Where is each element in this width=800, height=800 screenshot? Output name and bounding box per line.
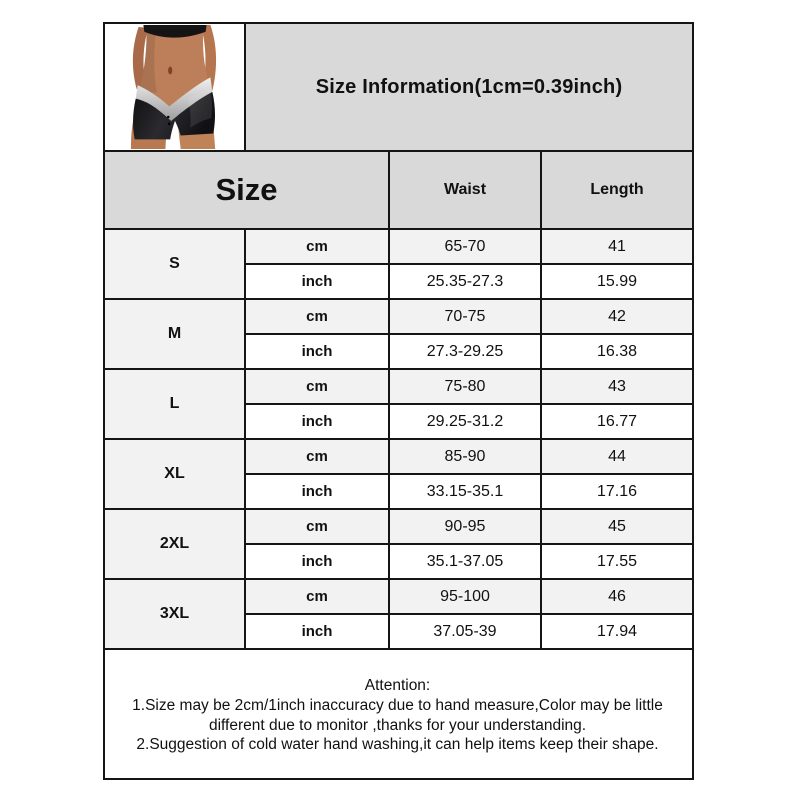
- length-value: 17.94: [539, 613, 695, 650]
- waist-value: 33.15-35.1: [388, 473, 542, 510]
- table-row: inch 27.3-29.25 16.38: [104, 333, 695, 370]
- table-row: 3XL cm 95-100 46: [103, 578, 695, 650]
- size-table: Size Information(1cm=0.39inch) Size Wais…: [102, 22, 695, 780]
- unit-label: inch: [244, 263, 390, 300]
- unit-label: inch: [244, 403, 390, 440]
- length-value: 41: [539, 228, 695, 265]
- unit-label: cm: [244, 508, 390, 545]
- attention-row: Attention: 1.Size may be 2cm/1inch inacc…: [102, 648, 695, 780]
- column-header-size: Size: [103, 150, 390, 230]
- unit-label: cm: [244, 578, 390, 615]
- waist-value: 85-90: [388, 438, 542, 475]
- waist-value: 90-95: [388, 508, 542, 545]
- waist-value: 25.35-27.3: [388, 263, 542, 300]
- table-row: S cm 65-70 41: [103, 228, 695, 300]
- table-row: inch 29.25-31.2 16.77: [104, 403, 695, 440]
- size-label: S: [103, 228, 246, 300]
- length-value: 16.77: [539, 403, 695, 440]
- table-row: XL cm 85-90 44: [103, 438, 695, 510]
- unit-label: cm: [244, 228, 390, 265]
- table-row: M cm 70-75 42: [103, 298, 695, 370]
- attention-box: Attention: 1.Size may be 2cm/1inch inacc…: [102, 648, 695, 780]
- attention-note-1: 1.Size may be 2cm/1inch inaccuracy due t…: [132, 696, 663, 734]
- header-row: Size Information(1cm=0.39inch): [103, 22, 695, 152]
- attention-note-2: 2.Suggestion of cold water hand washing,…: [136, 736, 659, 754]
- unit-label: cm: [244, 438, 390, 475]
- length-value: 17.55: [539, 543, 695, 580]
- length-value: 42: [539, 298, 695, 335]
- size-label: 3XL: [103, 578, 246, 650]
- length-value: 15.99: [539, 263, 695, 300]
- column-header-length: Length: [539, 150, 695, 230]
- unit-label: cm: [244, 298, 390, 335]
- table-row: inch 33.15-35.1 17.16: [104, 473, 695, 510]
- attention-heading: Attention:: [364, 677, 431, 695]
- table-row: L cm 75-80 43: [103, 368, 695, 440]
- page-title: Size Information(1cm=0.39inch): [243, 22, 695, 152]
- size-label: XL: [103, 438, 246, 510]
- unit-label: inch: [244, 333, 390, 370]
- size-chart-sheet: Size Information(1cm=0.39inch) Size Wais…: [102, 22, 695, 780]
- product-image-cell: [103, 22, 246, 152]
- size-label: 2XL: [103, 508, 246, 580]
- table-row: 2XL cm 90-95 45: [103, 508, 695, 580]
- unit-label: inch: [244, 543, 390, 580]
- table-row: inch 35.1-37.05 17.55: [104, 543, 695, 580]
- length-value: 17.16: [539, 473, 695, 510]
- waist-value: 75-80: [388, 368, 542, 405]
- length-value: 45: [539, 508, 695, 545]
- waist-value: 65-70: [388, 228, 542, 265]
- length-value: 16.38: [539, 333, 695, 370]
- length-value: 43: [539, 368, 695, 405]
- waist-value: 27.3-29.25: [388, 333, 542, 370]
- table-row: inch 37.05-39 17.94: [104, 613, 695, 650]
- unit-label: cm: [244, 368, 390, 405]
- length-value: 46: [539, 578, 695, 615]
- waist-value: 37.05-39: [388, 613, 542, 650]
- size-label: M: [103, 298, 246, 370]
- waist-value: 95-100: [388, 578, 542, 615]
- column-header-row: Size Waist Length: [103, 150, 695, 230]
- length-value: 44: [539, 438, 695, 475]
- column-header-waist: Waist: [388, 150, 542, 230]
- size-label: L: [103, 368, 246, 440]
- waist-value: 29.25-31.2: [388, 403, 542, 440]
- table-row: inch 25.35-27.3 15.99: [104, 263, 695, 300]
- unit-label: inch: [244, 473, 390, 510]
- unit-label: inch: [244, 613, 390, 650]
- product-photo: [107, 25, 242, 149]
- waist-value: 35.1-37.05: [388, 543, 542, 580]
- waist-value: 70-75: [388, 298, 542, 335]
